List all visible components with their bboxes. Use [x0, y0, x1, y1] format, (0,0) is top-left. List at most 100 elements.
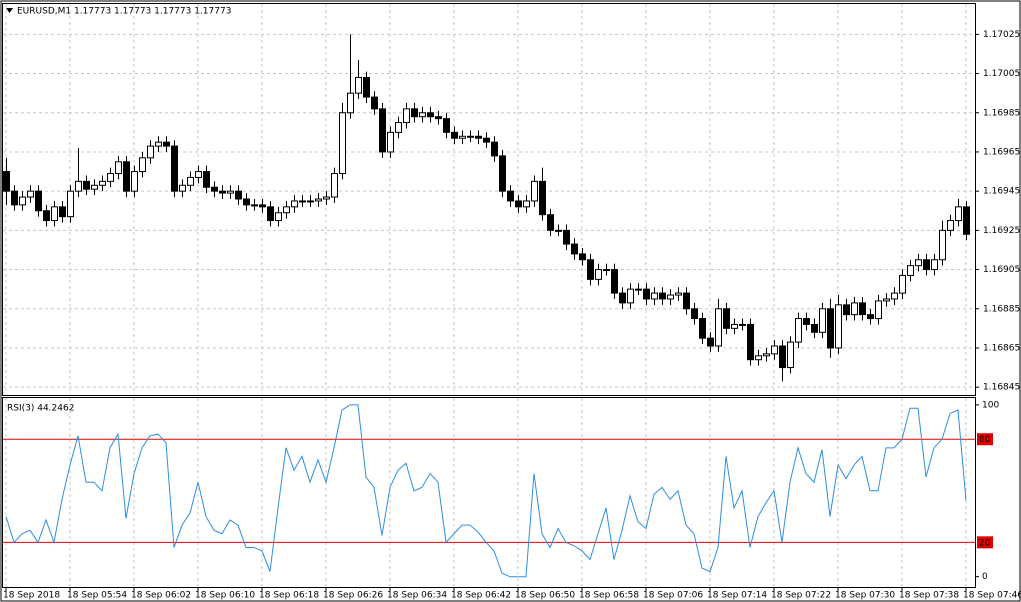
candle-body — [723, 308, 730, 329]
candle-body — [331, 173, 338, 198]
candle-body — [203, 171, 210, 188]
candle-body — [851, 302, 858, 316]
level-label-box — [977, 536, 993, 549]
candle-body — [483, 137, 490, 143]
candle-body — [379, 108, 386, 153]
candle-body — [731, 323, 738, 329]
candle-body — [947, 220, 954, 231]
candle-body — [539, 180, 546, 216]
candle-body — [435, 116, 442, 120]
candle-body — [123, 161, 130, 192]
x-tick-label: 18 Sep 07:22 — [771, 591, 831, 601]
candle-body — [883, 298, 890, 302]
candle-body — [611, 269, 618, 294]
candle-body — [459, 135, 466, 139]
candle-body — [155, 141, 162, 147]
candle-body — [827, 308, 834, 349]
candle-body — [251, 204, 258, 207]
candle-body — [59, 206, 66, 218]
candle-body — [179, 184, 186, 192]
candle-body — [51, 206, 58, 222]
candle-body — [547, 214, 554, 231]
candle-body — [755, 355, 762, 361]
candle-body — [515, 200, 522, 208]
candle-body — [587, 259, 594, 280]
candle-body — [787, 341, 794, 369]
menu-icon[interactable] — [6, 8, 13, 13]
candle-body — [315, 198, 322, 202]
candle-body — [107, 173, 114, 182]
candle-body — [659, 292, 666, 300]
candle-body — [707, 337, 714, 347]
candle-body — [395, 122, 402, 133]
candle-body — [43, 210, 50, 222]
candle-body — [147, 145, 154, 159]
candle-body — [635, 288, 642, 291]
y-tick-label: 1.16885 — [983, 304, 1020, 314]
rsi-line — [5, 404, 967, 578]
candle-body — [195, 171, 202, 178]
candle-body — [603, 269, 610, 272]
candle-body — [875, 300, 882, 320]
candle-body — [907, 265, 914, 276]
candle-body — [563, 229, 570, 245]
candle-body — [403, 108, 410, 124]
rsi-title: RSI(3) 44.2462 — [7, 404, 74, 414]
y-tick-label: 0 — [982, 572, 988, 582]
x-tick-label: 18 Sep 06:10 — [195, 591, 255, 601]
y-tick-label: 1.16925 — [983, 226, 1020, 236]
x-tick-label: 18 Sep 06:50 — [515, 591, 575, 601]
candle-body — [387, 131, 394, 153]
candle-body — [939, 229, 946, 261]
candle-body — [267, 206, 274, 222]
candle-body — [243, 198, 250, 206]
level-label: 80 — [979, 435, 991, 445]
candle-body — [163, 141, 170, 147]
candle-body — [443, 118, 450, 133]
candle-body — [347, 92, 354, 114]
y-tick-label: 1.17025 — [983, 30, 1020, 40]
candle-body — [475, 135, 482, 139]
x-tick-label: 18 Sep 07:38 — [899, 591, 959, 601]
candle-body — [675, 292, 682, 296]
candle-body — [739, 323, 746, 326]
level-label: 20 — [979, 538, 991, 548]
y-tick-label: 100 — [982, 400, 999, 410]
candle-body — [323, 196, 330, 200]
y-tick-label: 1.16845 — [983, 383, 1020, 393]
candle-body — [451, 131, 458, 139]
candle-body — [219, 190, 226, 194]
y-tick-label: 1.16965 — [983, 147, 1020, 157]
candle-body — [91, 184, 98, 190]
candle-body — [835, 304, 842, 349]
candle-body — [19, 196, 26, 206]
candle-body — [139, 157, 146, 173]
candle-body — [83, 180, 90, 190]
candle-body — [867, 314, 874, 320]
rsi-pane — [2, 397, 976, 588]
candle-body — [3, 171, 10, 192]
candle-body — [819, 308, 826, 333]
candle-body — [627, 288, 634, 304]
candle-body — [779, 345, 786, 369]
candle-body — [411, 108, 418, 118]
candle-body — [11, 190, 18, 206]
candle-body — [307, 200, 314, 203]
candle-body — [67, 190, 74, 218]
x-tick-label: 18 Sep 07:06 — [643, 591, 703, 601]
x-tick-label: 18 Sep 06:58 — [579, 591, 639, 601]
candle-body — [531, 180, 538, 202]
candle-body — [643, 288, 650, 300]
candle-body — [115, 161, 122, 175]
candle-body — [131, 171, 138, 192]
candle-body — [187, 176, 194, 186]
price-pane — [2, 3, 976, 396]
x-tick-label: 18 Sep 06:34 — [387, 591, 447, 601]
candle-body — [811, 323, 818, 333]
x-tick-label: 18 Sep 05:54 — [67, 591, 127, 601]
candle-body — [467, 135, 474, 138]
candle-body — [555, 229, 562, 232]
candle-body — [915, 259, 922, 267]
candle-body — [843, 304, 850, 316]
